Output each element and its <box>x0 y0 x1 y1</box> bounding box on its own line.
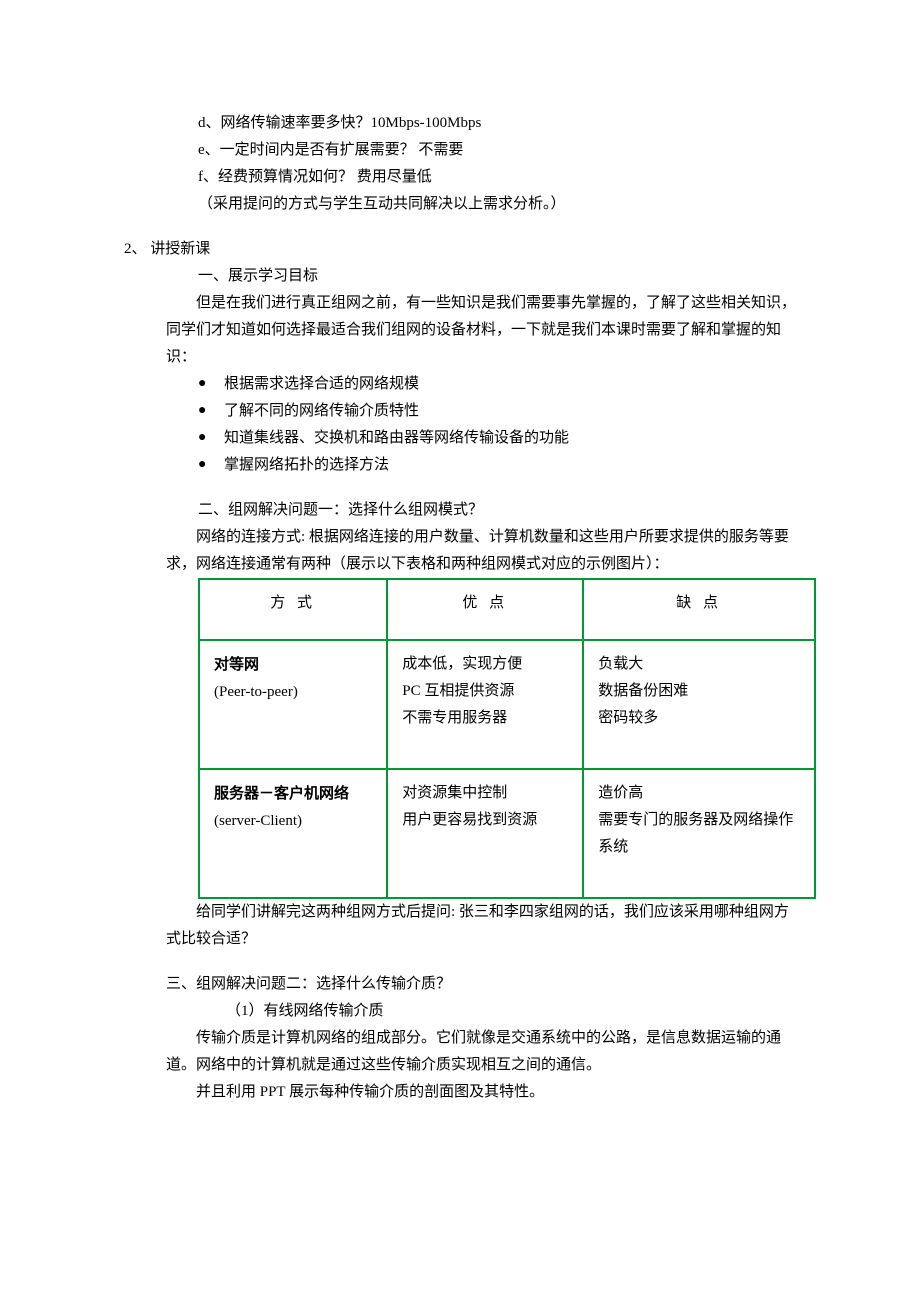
line-e: e、一定时间内是否有扩展需要？ 不需要 <box>120 137 800 164</box>
sub1-para: 但是在我们进行真正组网之前，有一些知识是我们需要事先掌握的，了解了这些相关知识，… <box>120 290 800 371</box>
th-pros: 优 点 <box>387 579 583 640</box>
cell-cons: 造价高 需要专门的服务器及网络操作系统 <box>583 769 815 898</box>
heading-2: 2、 讲授新课 <box>120 236 800 263</box>
cell-mode: 服务器－客户机网络 (server-Client) <box>199 769 387 898</box>
sub3-p2: 并且利用 PPT 展示每种传输介质的剖面图及其特性。 <box>120 1079 800 1106</box>
sub1-title: 一、展示学习目标 <box>120 263 800 290</box>
sub3-title: 三、组网解决问题二：选择什么传输介质？ <box>120 971 800 998</box>
cell-pros: 成本低，实现方便 PC 互相提供资源 不需专用服务器 <box>387 640 583 769</box>
sub3-sub: （1）有线网络传输介质 <box>120 998 800 1025</box>
bullet-item: 知道集线器、交换机和路由器等网络传输设备的功能 <box>198 425 800 452</box>
sub2-after: 给同学们讲解完这两种组网方式后提问: 张三和李四家组网的话，我们应该采用哪种组网… <box>120 899 800 953</box>
sub2-para: 网络的连接方式: 根据网络连接的用户数量、计算机数量和这些用户所要求提供的服务等… <box>120 524 800 578</box>
line-note: （采用提问的方式与学生互动共同解决以上需求分析。） <box>120 191 800 218</box>
bullet-item: 了解不同的网络传输介质特性 <box>198 398 800 425</box>
table-header-row: 方 式 优 点 缺 点 <box>199 579 815 640</box>
table-row: 服务器－客户机网络 (server-Client) 对资源集中控制 用户更容易找… <box>199 769 815 898</box>
cell-pros: 对资源集中控制 用户更容易找到资源 <box>387 769 583 898</box>
bullet-item: 掌握网络拓扑的选择方法 <box>198 452 800 479</box>
sub3-p1: 传输介质是计算机网络的组成部分。它们就像是交通系统中的公路，是信息数据运输的通道… <box>120 1025 800 1079</box>
table-row: 对等网 (Peer-to-peer) 成本低，实现方便 PC 互相提供资源 不需… <box>199 640 815 769</box>
bullet-list: 根据需求选择合适的网络规模 了解不同的网络传输介质特性 知道集线器、交换机和路由… <box>120 371 800 479</box>
mode-table: 方 式 优 点 缺 点 对等网 (Peer-to-peer) 成本低，实现方便 … <box>198 578 816 899</box>
bullet-item: 根据需求选择合适的网络规模 <box>198 371 800 398</box>
document-page: d、网络传输速率要多快？10Mbps-100Mbps e、一定时间内是否有扩展需… <box>0 0 920 1302</box>
line-f: f、经费预算情况如何？ 费用尽量低 <box>120 164 800 191</box>
cell-cons: 负载大 数据备份困难 密码较多 <box>583 640 815 769</box>
sub2-title: 二、组网解决问题一：选择什么组网模式？ <box>120 497 800 524</box>
line-d: d、网络传输速率要多快？10Mbps-100Mbps <box>120 110 800 137</box>
cell-mode: 对等网 (Peer-to-peer) <box>199 640 387 769</box>
th-mode: 方 式 <box>199 579 387 640</box>
th-cons: 缺 点 <box>583 579 815 640</box>
